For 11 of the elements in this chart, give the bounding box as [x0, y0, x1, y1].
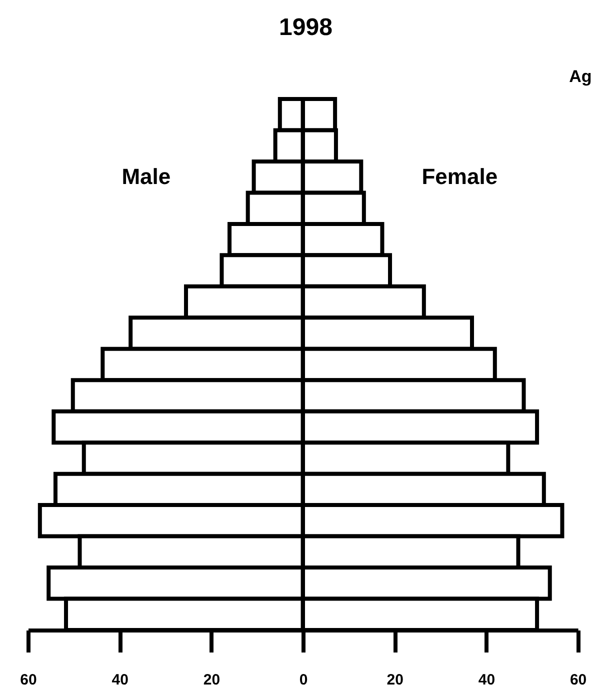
text: Male	[122, 164, 171, 190]
x-tick-label: 40	[478, 672, 496, 688]
text: Female	[422, 164, 498, 190]
x-tick-label: 0	[299, 672, 308, 688]
x-tick-label: 20	[386, 672, 404, 688]
x-tick-label: 20	[203, 672, 220, 688]
text: Ag	[569, 67, 592, 86]
x-tick-label: 60	[570, 672, 587, 688]
chart-title: 1998	[279, 14, 332, 41]
x-tick-label: 60	[20, 672, 37, 688]
x-tick-label: 40	[112, 672, 128, 688]
